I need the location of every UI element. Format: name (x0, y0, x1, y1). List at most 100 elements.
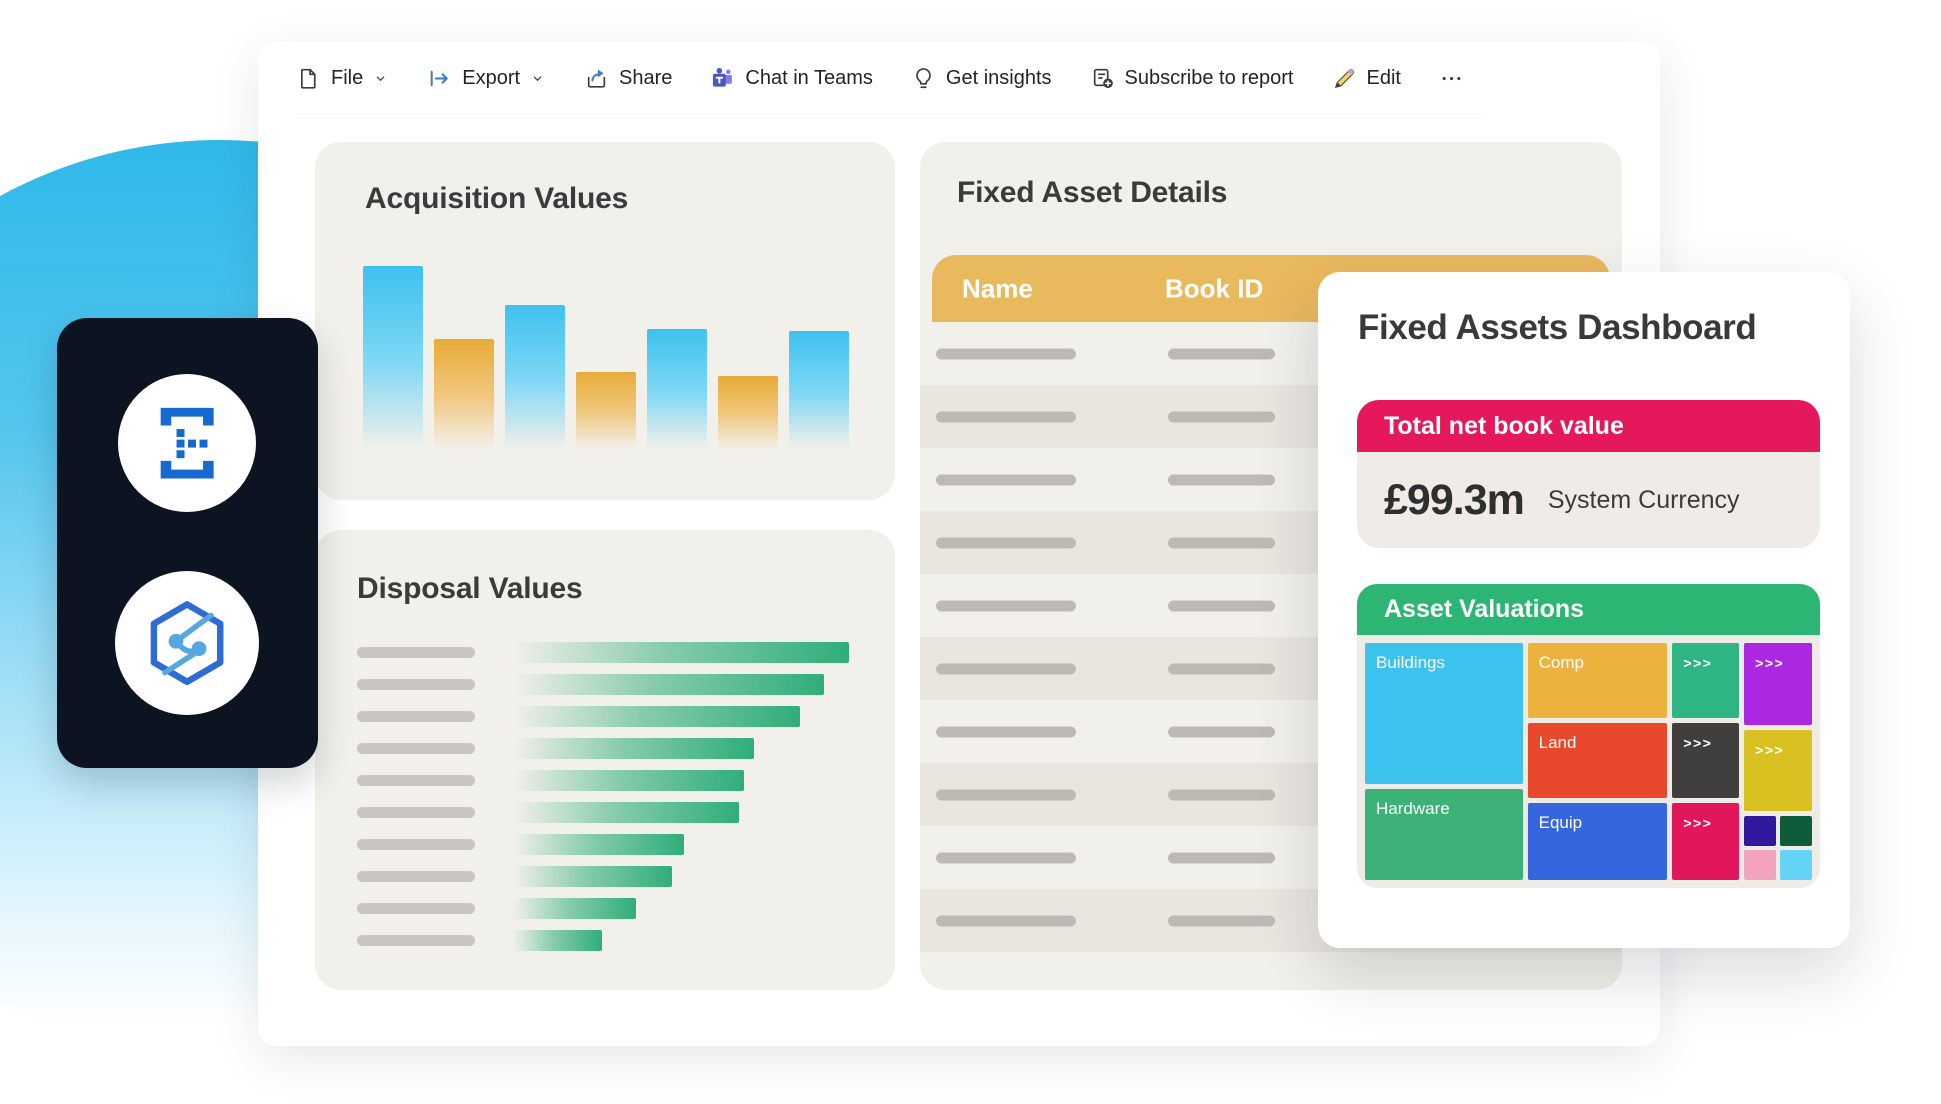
product-logo-circle-2 (115, 571, 259, 715)
disposal-values-panel: Disposal Values (315, 530, 895, 990)
treemap-tile[interactable]: >>> (1744, 729, 1812, 811)
treemap-tile[interactable]: >>> (1672, 643, 1740, 719)
name-cell-placeholder (936, 663, 1076, 674)
treemap-tile-label: >>> (1755, 655, 1785, 671)
acquisition-bar-gold[interactable] (434, 338, 494, 449)
data-grid-logo-icon (160, 407, 214, 479)
hexagon-sync-logo-icon (150, 601, 224, 685)
treemap-tile-hardware[interactable]: Hardware (1365, 788, 1523, 880)
export-icon (427, 66, 452, 91)
toolbar-item-get-insights[interactable]: Get insights (911, 66, 1052, 91)
acquisition-bar-blue[interactable] (363, 265, 423, 449)
disposal-label-placeholder (357, 935, 475, 946)
book-id-cell-placeholder (1168, 474, 1275, 485)
treemap-tile-label: Comp (1538, 653, 1584, 672)
treemap-tile-label: >>> (1755, 741, 1785, 758)
acquisition-bar-blue[interactable] (505, 305, 565, 449)
table-row (920, 574, 1622, 637)
treemap-mini-grid (1744, 815, 1812, 880)
toolbar-item-export[interactable]: Export (427, 66, 546, 91)
disposal-bar[interactable] (513, 770, 744, 791)
table-row (920, 448, 1622, 511)
disposal-bar[interactable] (513, 642, 849, 663)
toolbar-item-chat-in-teams[interactable]: Chat in Teams (710, 66, 873, 91)
disposal-bar[interactable] (513, 866, 672, 887)
disposal-row (357, 802, 865, 823)
treemap-tile-equip[interactable]: Equip (1527, 802, 1668, 881)
treemap-grid: Buildings Hardware Comp Land Equip >>> >>> >>> >… (1365, 643, 1812, 881)
disposal-bar[interactable] (513, 674, 824, 695)
toolbar-item-label: Chat in Teams (745, 66, 873, 89)
share-icon (584, 66, 609, 91)
treemap-mini-tile[interactable] (1744, 849, 1777, 880)
treemap-tile-comp[interactable]: Comp (1527, 643, 1668, 719)
file-icon (296, 66, 321, 91)
name-cell-placeholder (936, 726, 1076, 737)
acquisition-bar-blue[interactable] (789, 331, 849, 449)
name-cell-placeholder (936, 600, 1076, 611)
treemap-tile[interactable]: >>> (1672, 723, 1740, 798)
logo-badge-card (57, 318, 318, 768)
edit-icon (1332, 66, 1357, 91)
disposal-row (357, 674, 865, 695)
treemap-banner: Asset Valuations (1357, 584, 1820, 635)
table-row (920, 826, 1622, 889)
treemap-column: Comp Land Equip (1527, 643, 1668, 881)
treemap-column: >>> >>> (1744, 643, 1812, 880)
treemap-column: >>> >>> >>> (1672, 643, 1740, 881)
disposal-row (357, 834, 865, 855)
book-id-cell-placeholder (1168, 726, 1275, 737)
treemap-mini-tile[interactable] (1744, 815, 1777, 846)
toolbar-item-edit[interactable]: Edit (1332, 66, 1401, 91)
acquisition-values-title: Acquisition Values (365, 182, 629, 215)
dashboard-title: Fixed Assets Dashboard (1358, 308, 1757, 347)
disposal-bar[interactable] (513, 898, 636, 919)
treemap-tile-label: Buildings (1376, 653, 1445, 672)
toolbar-item-subscribe-to-report[interactable]: Subscribe to report (1090, 66, 1294, 91)
disposal-row (357, 898, 865, 919)
disposal-label-placeholder (357, 807, 475, 818)
table-row (920, 700, 1622, 763)
fixed-asset-details-title: Fixed Asset Details (957, 176, 1228, 209)
treemap-tile-label: >>> (1683, 735, 1713, 752)
treemap-mini-tile[interactable] (1780, 815, 1812, 846)
treemap-column: Buildings Hardware (1365, 643, 1523, 880)
acquisition-bar-gold[interactable] (576, 372, 636, 449)
book-id-cell-placeholder (1168, 852, 1275, 863)
disposal-bar[interactable] (513, 706, 800, 727)
treemap-tile[interactable]: >>> (1744, 643, 1812, 725)
disposal-bar[interactable] (513, 802, 739, 823)
treemap-tile-label: Equip (1538, 812, 1583, 832)
toolbar-item-label: Export (462, 66, 521, 89)
disposal-row (357, 706, 865, 727)
disposal-bar[interactable] (513, 834, 684, 855)
book-id-cell-placeholder (1168, 348, 1275, 359)
name-cell-placeholder (936, 789, 1076, 800)
disposal-row (357, 642, 865, 663)
toolbar-item-more-options[interactable] (1439, 66, 1464, 91)
book-id-cell-placeholder (1168, 411, 1275, 422)
disposal-label-placeholder (357, 743, 475, 754)
treemap-tile-buildings[interactable]: Buildings (1365, 643, 1523, 784)
treemap-tile-label: Hardware (1376, 798, 1450, 818)
kpi-unit: System Currency (1547, 485, 1740, 514)
book-id-cell-placeholder (1168, 537, 1275, 548)
toolbar-item-label: Subscribe to report (1124, 66, 1294, 89)
disposal-row (357, 930, 865, 951)
toolbar-item-file[interactable]: File (296, 66, 389, 91)
treemap-title: Asset Valuations (1384, 595, 1585, 623)
disposal-label-placeholder (357, 647, 475, 658)
treemap-mini-tile[interactable] (1780, 849, 1812, 880)
acquisition-bar-gold[interactable] (718, 376, 778, 449)
subscribe-icon (1090, 66, 1115, 91)
fixed-assets-dashboard-card: Fixed Assets Dashboard Total net book va… (1318, 272, 1850, 948)
acquisition-bar-blue[interactable] (647, 329, 707, 449)
treemap-tile-land[interactable]: Land (1527, 723, 1668, 798)
table-header-name: Name (962, 273, 1033, 303)
disposal-bar[interactable] (513, 930, 602, 951)
treemap-tile[interactable]: >>> (1672, 802, 1740, 881)
toolbar-item-share[interactable]: Share (584, 66, 672, 91)
disposal-bar[interactable] (513, 738, 754, 759)
toolbar-item-label: Share (619, 66, 673, 89)
